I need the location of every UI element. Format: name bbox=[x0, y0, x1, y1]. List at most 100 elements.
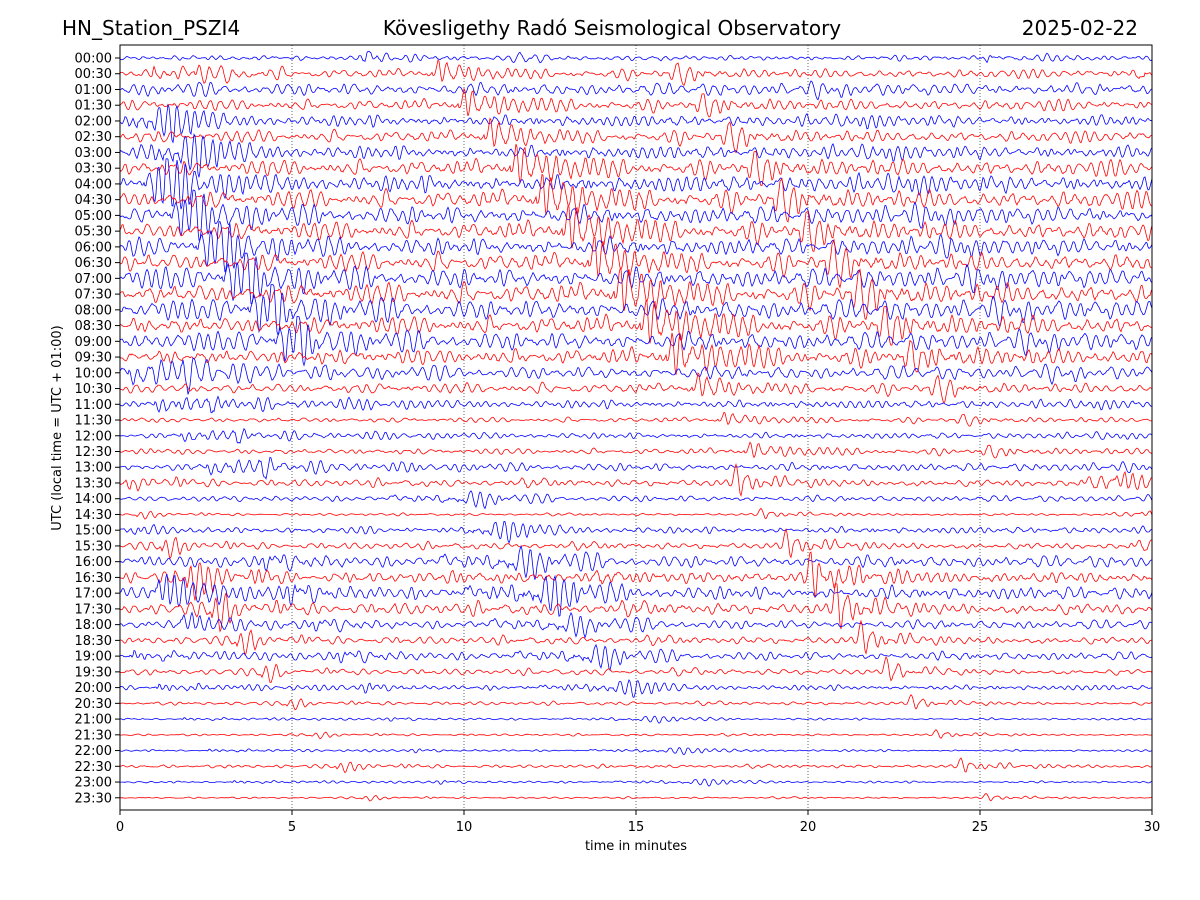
trace-0830 bbox=[120, 299, 1153, 346]
y-tick-label: 13:00 bbox=[75, 461, 112, 476]
trace-1300 bbox=[119, 456, 1153, 480]
trace-2130 bbox=[119, 729, 1153, 740]
trace-0330 bbox=[119, 143, 1153, 186]
y-tick-label: 06:30 bbox=[75, 256, 112, 271]
y-tick-label: 14:30 bbox=[75, 508, 112, 523]
y-tick-label: 23:00 bbox=[75, 776, 112, 791]
y-tick-label: 04:00 bbox=[75, 177, 112, 192]
trace-1130 bbox=[119, 411, 1153, 427]
trace-2000 bbox=[119, 679, 1152, 698]
trace-1900 bbox=[120, 643, 1153, 672]
y-tick-label: 13:30 bbox=[75, 476, 112, 491]
trace-1430 bbox=[119, 507, 1153, 520]
trace-0630 bbox=[119, 237, 1153, 289]
y-tick-label: 02:30 bbox=[75, 130, 112, 145]
trace-1200 bbox=[119, 427, 1153, 444]
x-tick-label: 15 bbox=[628, 820, 645, 835]
trace-1230 bbox=[119, 441, 1153, 459]
y-tick-label: 19:30 bbox=[75, 665, 112, 680]
trace-2300 bbox=[120, 778, 1153, 787]
traces bbox=[119, 50, 1153, 802]
y-tick-label: 08:30 bbox=[75, 319, 112, 334]
x-tick-label: 10 bbox=[456, 820, 473, 835]
trace-1330 bbox=[119, 462, 1153, 497]
y-tick-label: 06:00 bbox=[75, 240, 112, 255]
trace-0900 bbox=[119, 315, 1153, 367]
y-tick-label: 09:30 bbox=[75, 351, 112, 366]
y-tick-label: 12:30 bbox=[75, 445, 112, 460]
trace-0230 bbox=[119, 117, 1153, 154]
y-tick-label: 08:00 bbox=[75, 303, 112, 318]
trace-1500 bbox=[119, 520, 1153, 544]
y-tick-label: 04:30 bbox=[75, 193, 112, 208]
y-tick-labels: 00:0000:3001:0001:3002:0002:3003:0003:30… bbox=[75, 52, 120, 806]
trace-1630 bbox=[119, 551, 1153, 601]
y-tick-label: 21:00 bbox=[75, 713, 112, 728]
station-title: HN_Station_PSZI4 bbox=[62, 16, 240, 40]
y-tick-label: 16:00 bbox=[75, 555, 112, 570]
y-tick-label: 03:30 bbox=[75, 162, 112, 177]
x-tick-label: 20 bbox=[800, 820, 817, 835]
trace-0930 bbox=[119, 332, 1153, 375]
y-tick-label: 01:30 bbox=[75, 99, 112, 114]
x-tick-label: 5 bbox=[288, 820, 296, 835]
y-tick-label: 09:00 bbox=[75, 335, 112, 350]
y-tick-label: 14:00 bbox=[75, 492, 112, 507]
y-tick-label: 05:30 bbox=[75, 225, 112, 240]
trace-2200 bbox=[119, 747, 1153, 756]
trace-1000 bbox=[119, 357, 1153, 395]
trace-0030 bbox=[119, 59, 1153, 86]
y-tick-label: 22:00 bbox=[75, 744, 112, 759]
trace-2230 bbox=[119, 757, 1153, 774]
y-tick-label: 05:00 bbox=[75, 209, 112, 224]
y-tick-label: 23:30 bbox=[75, 791, 112, 806]
trace-1600 bbox=[119, 544, 1153, 580]
y-tick-label: 11:30 bbox=[75, 414, 112, 429]
trace-0000 bbox=[119, 50, 1153, 64]
y-tick-label: 10:00 bbox=[75, 366, 112, 381]
trace-0130 bbox=[119, 87, 1153, 118]
y-tick-label: 15:30 bbox=[75, 539, 112, 554]
trace-2100 bbox=[119, 715, 1153, 724]
grid-lines bbox=[119, 45, 1153, 810]
y-tick-label: 10:30 bbox=[75, 382, 112, 397]
y-tick-label: 07:00 bbox=[75, 272, 112, 287]
y-tick-label: 00:30 bbox=[75, 67, 112, 82]
trace-1700 bbox=[119, 574, 1153, 617]
trace-1100 bbox=[119, 395, 1153, 414]
y-tick-label: 07:30 bbox=[75, 288, 112, 303]
x-tick-label: 0 bbox=[116, 820, 124, 835]
y-tick-label: 22:30 bbox=[75, 760, 112, 775]
y-tick-label: 21:30 bbox=[75, 728, 112, 743]
trace-1800 bbox=[119, 611, 1153, 639]
date-title: 2025-02-22 bbox=[1022, 16, 1138, 40]
y-tick-label: 15:00 bbox=[75, 524, 112, 539]
trace-0600 bbox=[119, 221, 1153, 273]
y-tick-label: 17:30 bbox=[75, 602, 112, 617]
y-tick-label: 17:00 bbox=[75, 587, 112, 602]
trace-0100 bbox=[119, 80, 1153, 101]
trace-0500 bbox=[119, 189, 1153, 241]
x-tick-label: 30 bbox=[1144, 820, 1161, 835]
trace-0300 bbox=[119, 133, 1153, 178]
trace-0700 bbox=[119, 252, 1153, 304]
y-tick-label: 00:00 bbox=[75, 52, 112, 67]
trace-0800 bbox=[119, 284, 1153, 337]
trace-0730 bbox=[119, 268, 1153, 320]
y-tick-label: 16:30 bbox=[75, 571, 112, 586]
y-tick-label: 19:00 bbox=[75, 650, 112, 665]
x-tick-labels: 0 5 10 15 20 25 30 bbox=[116, 810, 1160, 835]
y-axis-label: UTC (local time = UTC + 01:00) bbox=[50, 325, 65, 530]
y-tick-label: 03:00 bbox=[75, 146, 112, 161]
trace-1030 bbox=[119, 372, 1153, 404]
trace-1730 bbox=[119, 583, 1153, 633]
trace-1830 bbox=[120, 619, 1153, 656]
y-tick-label: 18:30 bbox=[75, 634, 112, 649]
trace-2330 bbox=[120, 793, 1152, 802]
trace-1400 bbox=[119, 490, 1153, 510]
y-tick-label: 18:00 bbox=[75, 618, 112, 633]
y-tick-label: 12:00 bbox=[75, 429, 112, 444]
trace-1930 bbox=[119, 656, 1153, 683]
y-tick-label: 20:30 bbox=[75, 697, 112, 712]
